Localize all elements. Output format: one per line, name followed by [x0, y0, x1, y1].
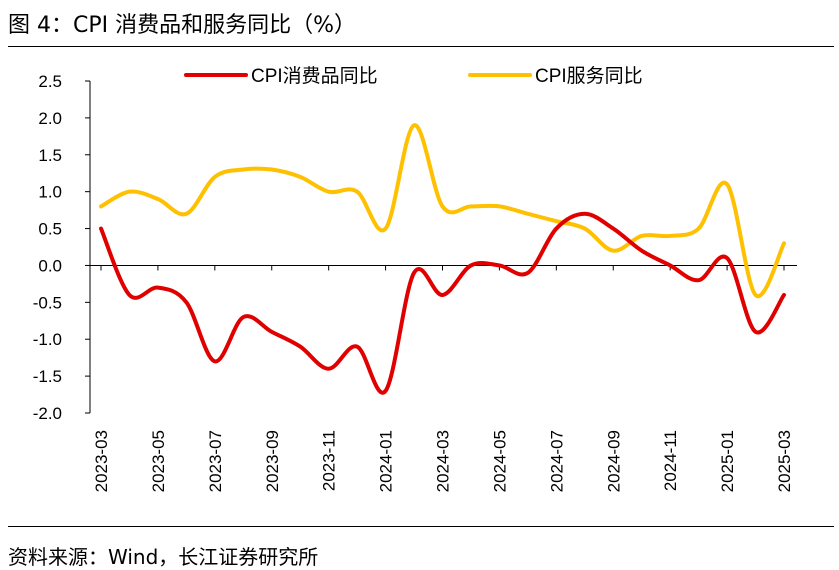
y-tick-label: 1.0 [38, 183, 62, 202]
x-tick-label: 2024-11 [661, 430, 680, 491]
x-tick-label: 2023-07 [206, 430, 225, 492]
x-tick-label: 2025-03 [775, 430, 794, 492]
y-tick-label: -1.5 [33, 367, 62, 386]
x-tick-label: 2024-05 [490, 430, 509, 492]
x-tick-label: 2024-09 [604, 430, 623, 492]
y-tick-label: 1.5 [38, 146, 62, 165]
y-tick-label: -2.0 [33, 404, 62, 423]
x-axis: 2023-03 2023-05 2023-07 2023-09 2023-11 2024-… [90, 264, 797, 492]
y-tick-label: -0.5 [33, 293, 62, 312]
y-tick-label: 0.5 [38, 220, 62, 239]
series-lines [99, 123, 786, 395]
legend-label-consumer: CPI消费品同比 [251, 65, 378, 87]
y-axis: 2.5 2.0 1.5 1.0 0.5 0.0 -0.5 -1.0 -1.5 -2.0 [33, 72, 91, 423]
y-tick-label: 2.5 [38, 72, 62, 91]
legend: CPI消费品同比 CPI服务同比 [184, 65, 643, 87]
x-tick-label: 2023-09 [263, 430, 282, 492]
y-tick-label: 2.0 [38, 109, 62, 128]
y-tick-label: 0.0 [38, 256, 62, 275]
y-tick-label: -1.0 [33, 330, 62, 349]
x-tick-label: 2023-05 [149, 430, 168, 492]
x-tick-label: 2023-03 [92, 430, 111, 492]
x-tick-label: 2025-01 [718, 430, 737, 492]
series-line-services [99, 123, 786, 299]
source-note: 资料来源：Wind，长江证券研究所 [8, 545, 319, 569]
x-tick-label: 2024-03 [434, 430, 453, 492]
footer-divider [8, 526, 834, 527]
x-tick-label: 2023-11 [320, 430, 339, 491]
title-divider [8, 46, 834, 47]
cpi-line-chart: 2.5 2.0 1.5 1.0 0.5 0.0 -0.5 -1.0 -1.5 -2.0 2023-… [33, 65, 797, 492]
x-tick-label: 2024-07 [547, 430, 566, 492]
legend-label-services: CPI服务同比 [535, 65, 643, 87]
chart-title: 图 4：CPI 消费品和服务同比（%） [8, 13, 357, 38]
series-line-consumer [99, 211, 786, 395]
x-tick-label: 2024-01 [377, 430, 396, 492]
